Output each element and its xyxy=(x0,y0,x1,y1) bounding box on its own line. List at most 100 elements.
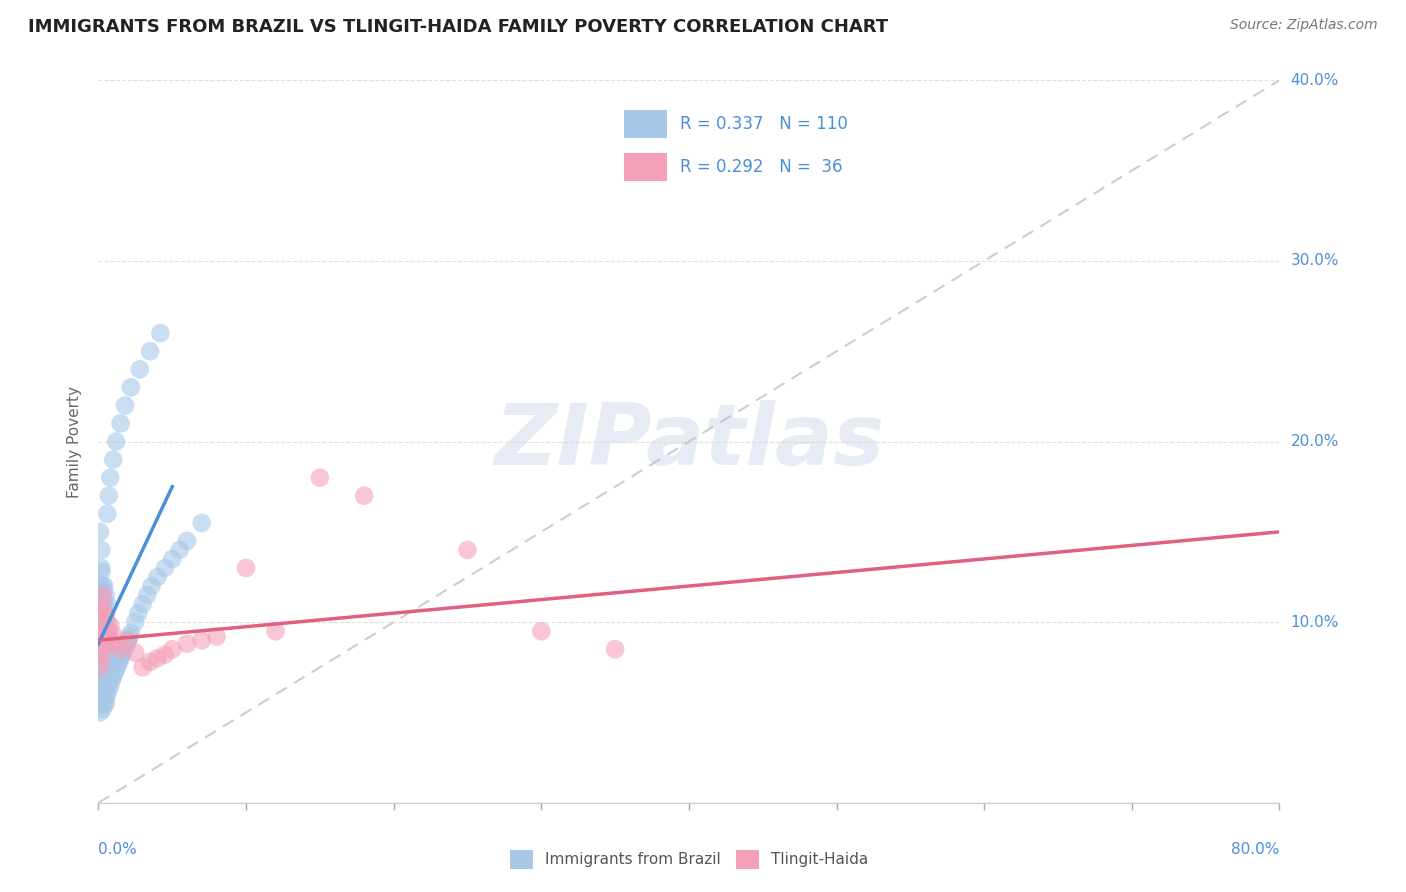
Point xyxy=(89,642,111,657)
Point xyxy=(94,655,117,669)
Point xyxy=(114,398,136,412)
Point xyxy=(457,542,479,557)
Point xyxy=(94,606,117,620)
Point xyxy=(94,609,117,624)
Point xyxy=(93,597,115,611)
Point xyxy=(91,624,114,639)
Point xyxy=(149,326,172,340)
Point xyxy=(89,678,111,692)
Point xyxy=(97,489,120,503)
Point xyxy=(98,471,121,485)
Point xyxy=(124,646,146,660)
Point xyxy=(141,579,163,593)
Text: 30.0%: 30.0% xyxy=(1291,253,1339,268)
Point xyxy=(139,655,162,669)
Point xyxy=(353,489,375,503)
Text: 20.0%: 20.0% xyxy=(1291,434,1339,449)
Point xyxy=(90,542,112,557)
Point xyxy=(153,648,176,662)
Point xyxy=(90,619,112,633)
Point xyxy=(105,637,128,651)
Text: ZIPatlas: ZIPatlas xyxy=(494,400,884,483)
Point xyxy=(90,697,112,711)
Point xyxy=(93,651,115,665)
Point xyxy=(110,417,132,431)
Y-axis label: Family Poverty: Family Poverty xyxy=(67,385,83,498)
Point xyxy=(114,640,136,655)
Point xyxy=(103,452,125,467)
Point xyxy=(94,678,117,692)
Point xyxy=(89,669,111,683)
Point xyxy=(89,651,111,665)
Point xyxy=(93,615,115,630)
Point xyxy=(91,691,114,706)
Point xyxy=(93,579,115,593)
Point xyxy=(89,579,111,593)
Point xyxy=(120,380,142,394)
Point xyxy=(90,565,112,579)
Point xyxy=(104,665,127,680)
Point xyxy=(91,678,114,692)
Point xyxy=(118,630,141,644)
Point xyxy=(235,561,257,575)
Point xyxy=(107,658,129,673)
Point xyxy=(89,706,111,720)
Point xyxy=(96,651,118,665)
Point xyxy=(91,642,114,657)
Point xyxy=(91,651,114,665)
Point xyxy=(191,516,214,530)
Point xyxy=(90,597,112,611)
Text: 40.0%: 40.0% xyxy=(1291,73,1339,87)
Point xyxy=(105,434,128,449)
Point xyxy=(146,570,169,584)
Point xyxy=(264,624,287,639)
Point xyxy=(90,637,112,651)
Point xyxy=(94,697,117,711)
Point xyxy=(132,660,155,674)
Point xyxy=(120,626,142,640)
Point xyxy=(96,630,118,644)
Point xyxy=(105,662,128,676)
Point xyxy=(205,630,228,644)
Point xyxy=(96,597,118,611)
Point xyxy=(91,579,114,593)
Point xyxy=(176,637,198,651)
Point xyxy=(93,633,115,648)
Point xyxy=(108,655,131,669)
Point xyxy=(94,691,117,706)
Point xyxy=(98,619,121,633)
Point xyxy=(89,633,111,648)
Point xyxy=(530,624,553,639)
Point xyxy=(91,702,114,716)
Point xyxy=(93,678,115,692)
Point xyxy=(91,642,114,657)
Point xyxy=(90,683,112,698)
Point xyxy=(162,552,183,566)
Point xyxy=(90,655,112,669)
Point xyxy=(90,600,112,615)
Point xyxy=(91,588,114,602)
Point xyxy=(93,660,115,674)
Point xyxy=(103,628,125,642)
Point xyxy=(91,615,114,630)
Point xyxy=(94,642,117,657)
Point xyxy=(90,651,112,665)
Point xyxy=(89,615,111,630)
Point xyxy=(91,597,114,611)
Point xyxy=(89,660,111,674)
Point xyxy=(94,673,117,687)
Point xyxy=(176,533,198,548)
Point xyxy=(112,644,135,658)
Point xyxy=(128,362,150,376)
Point xyxy=(96,687,118,701)
Point xyxy=(110,651,132,665)
Text: 0.0%: 0.0% xyxy=(98,842,138,856)
Point xyxy=(91,588,114,602)
Point xyxy=(89,524,111,539)
Point xyxy=(98,678,121,692)
Point xyxy=(117,633,139,648)
Point xyxy=(97,681,120,696)
Point xyxy=(110,642,132,657)
Point xyxy=(90,624,112,639)
Point xyxy=(93,633,115,648)
